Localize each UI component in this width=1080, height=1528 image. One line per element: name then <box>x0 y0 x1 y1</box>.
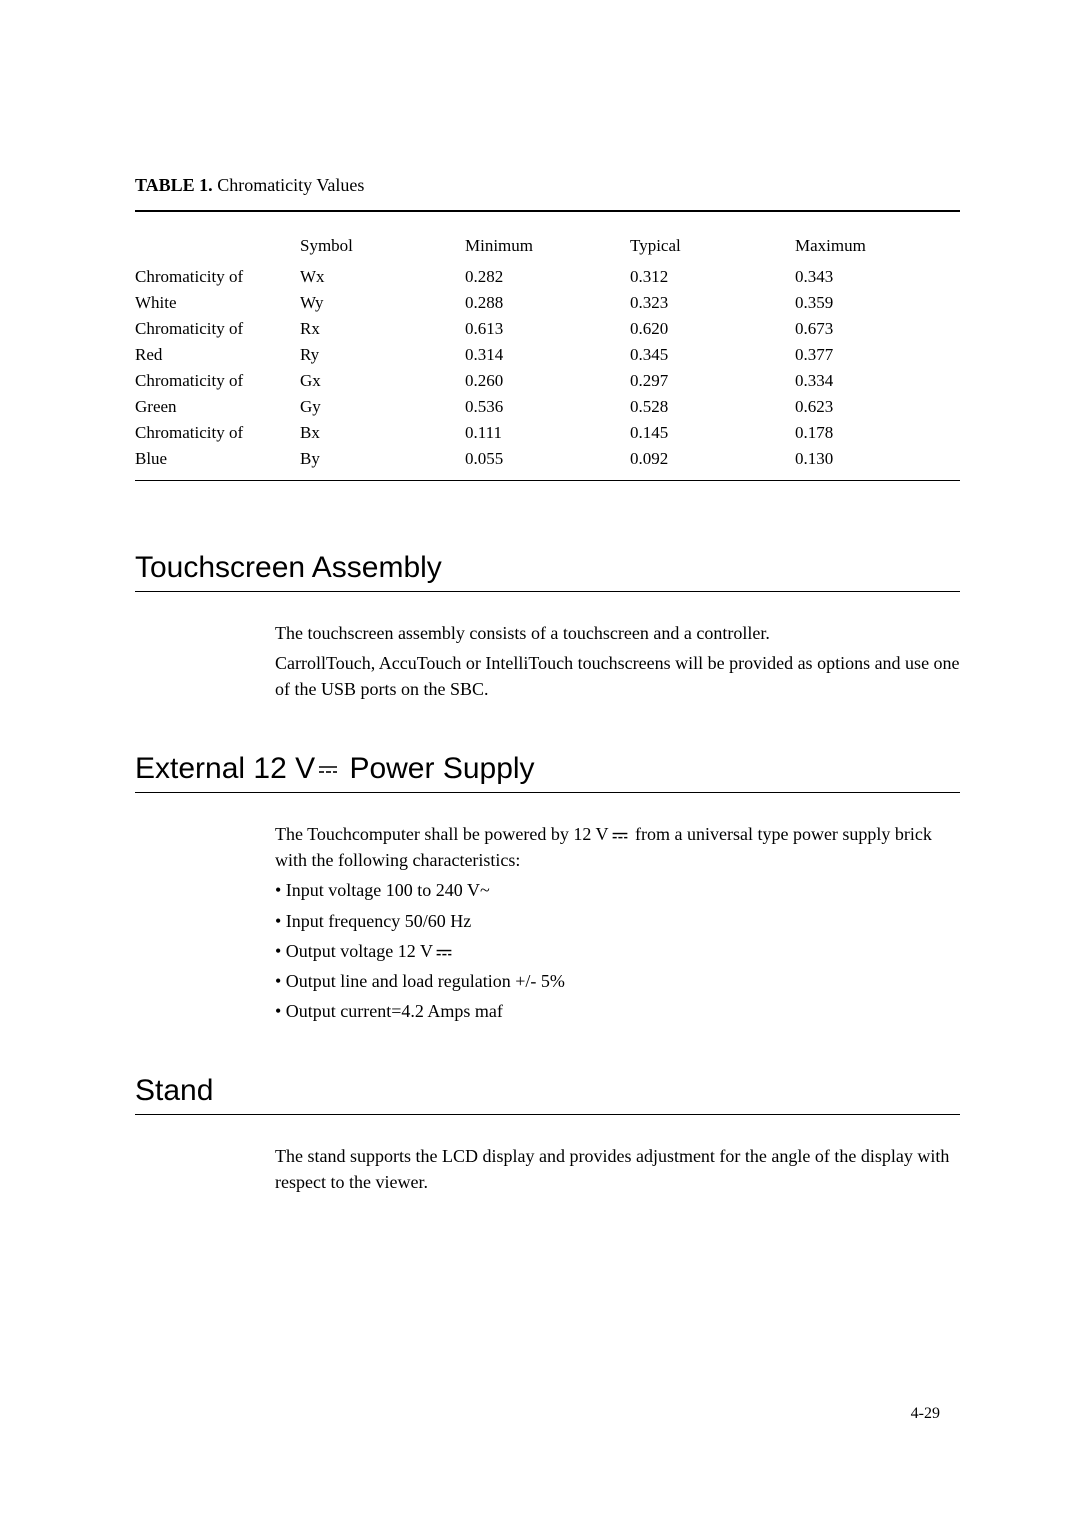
section-power-body: The Touchcomputer shall be powered by 12… <box>275 821 960 1024</box>
heading-touchscreen: Touchscreen Assembly <box>135 551 960 592</box>
table-cell: 0.312 <box>630 264 795 290</box>
table-cell: 0.055 <box>465 446 630 472</box>
table-cell: 0.092 <box>630 446 795 472</box>
table-header-blank <box>135 236 300 264</box>
section-stand-body: The stand supports the LCD display and p… <box>275 1143 960 1195</box>
table-cell: Chromaticity of <box>135 368 300 394</box>
chromaticity-table: Symbol Minimum Typical Maximum Chromatic… <box>135 236 960 472</box>
table-bottom-rule <box>135 480 960 481</box>
touchscreen-p1: The touchscreen assembly consists of a t… <box>275 620 960 646</box>
table-cell: Blue <box>135 446 300 472</box>
table-cell: White <box>135 290 300 316</box>
dc-icon <box>611 830 629 842</box>
table-cell: Wx <box>300 264 465 290</box>
table-cell: 0.620 <box>630 316 795 342</box>
section-touchscreen-body: The touchscreen assembly consists of a t… <box>275 620 960 702</box>
dc-icon <box>317 763 339 777</box>
table-cell: Ry <box>300 342 465 368</box>
table-cell: Bx <box>300 420 465 446</box>
table-cell: 0.343 <box>795 264 960 290</box>
heading-power-prefix: External 12 V <box>135 752 315 785</box>
table-cell: Gy <box>300 394 465 420</box>
table-row: RedRy0.3140.3450.377 <box>135 342 960 368</box>
table-cell: 0.673 <box>795 316 960 342</box>
table-header-symbol: Symbol <box>300 236 465 264</box>
heading-power: External 12 V Power Supply <box>135 752 960 793</box>
power-bullet-3: • Output line and load regulation +/- 5% <box>275 968 960 994</box>
table-cell: 0.359 <box>795 290 960 316</box>
table-row: BlueBy0.0550.0920.130 <box>135 446 960 472</box>
table-cell: 0.613 <box>465 316 630 342</box>
table-cell: Chromaticity of <box>135 316 300 342</box>
table-cell: 0.260 <box>465 368 630 394</box>
table-row: Chromaticity ofGx0.2600.2970.334 <box>135 368 960 394</box>
table-cell: 0.130 <box>795 446 960 472</box>
power-bullet-2: • Output voltage 12 V <box>275 938 960 964</box>
table-row: Chromaticity ofWx0.2820.3120.343 <box>135 264 960 290</box>
table-header-minimum: Minimum <box>465 236 630 264</box>
table-row: GreenGy0.5360.5280.623 <box>135 394 960 420</box>
table-cell: 0.345 <box>630 342 795 368</box>
power-bullet-2-text: • Output voltage 12 V <box>275 941 433 961</box>
section-touchscreen: Touchscreen Assembly The touchscreen ass… <box>135 551 960 702</box>
table-cell: 0.282 <box>465 264 630 290</box>
table-caption-label: TABLE 1. <box>135 175 213 195</box>
power-intro: The Touchcomputer shall be powered by 12… <box>275 821 960 873</box>
section-power: External 12 V Power Supply The Touchcomp… <box>135 752 960 1024</box>
table-row: Chromaticity ofRx0.6130.6200.673 <box>135 316 960 342</box>
table-header-maximum: Maximum <box>795 236 960 264</box>
power-bullet-4: • Output current=4.2 Amps maf <box>275 998 960 1024</box>
table-cell: 0.145 <box>630 420 795 446</box>
table-cell: 0.623 <box>795 394 960 420</box>
table-cell: 0.528 <box>630 394 795 420</box>
power-intro-prefix: The Touchcomputer shall be powered by 12… <box>275 824 609 844</box>
table-caption: TABLE 1. Chromaticity Values <box>135 175 960 196</box>
table-cell: Chromaticity of <box>135 420 300 446</box>
section-stand: Stand The stand supports the LCD display… <box>135 1074 960 1195</box>
table-header-row: Symbol Minimum Typical Maximum <box>135 236 960 264</box>
touchscreen-p2: CarrollTouch, AccuTouch or IntelliTouch … <box>275 650 960 702</box>
heading-stand: Stand <box>135 1074 960 1115</box>
table-cell: 0.334 <box>795 368 960 394</box>
document-page: TABLE 1. Chromaticity Values Symbol Mini… <box>0 0 1080 1195</box>
table-cell: Wy <box>300 290 465 316</box>
dc-icon <box>435 947 453 959</box>
table-top-rule <box>135 210 960 212</box>
table-row: WhiteWy0.2880.3230.359 <box>135 290 960 316</box>
table-cell: 0.323 <box>630 290 795 316</box>
power-bullet-1: • Input frequency 50/60 Hz <box>275 908 960 934</box>
table-cell: 0.288 <box>465 290 630 316</box>
table-cell: 0.377 <box>795 342 960 368</box>
stand-p1: The stand supports the LCD display and p… <box>275 1143 960 1195</box>
table-cell: 0.297 <box>630 368 795 394</box>
table-header-typical: Typical <box>630 236 795 264</box>
table-cell: Gx <box>300 368 465 394</box>
table-cell: By <box>300 446 465 472</box>
page-number: 4-29 <box>911 1405 940 1423</box>
table-cell: Red <box>135 342 300 368</box>
table-cell: 0.111 <box>465 420 630 446</box>
table-cell: Green <box>135 394 300 420</box>
table-cell: Chromaticity of <box>135 264 300 290</box>
table-caption-title: Chromaticity Values <box>217 175 364 195</box>
table-row: Chromaticity ofBx0.1110.1450.178 <box>135 420 960 446</box>
power-bullet-0: • Input voltage 100 to 240 V~ <box>275 877 960 903</box>
table-cell: 0.178 <box>795 420 960 446</box>
table-cell: 0.314 <box>465 342 630 368</box>
table-cell: 0.536 <box>465 394 630 420</box>
heading-power-suffix: Power Supply <box>341 752 534 785</box>
table-cell: Rx <box>300 316 465 342</box>
